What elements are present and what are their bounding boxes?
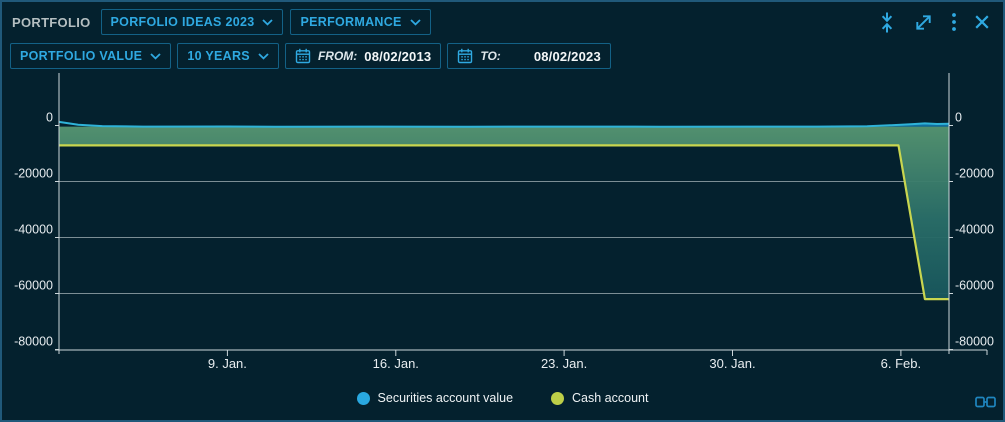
svg-text:-80000: -80000	[14, 335, 53, 349]
expand-panel-button[interactable]	[911, 10, 936, 35]
to-label: TO:	[480, 49, 501, 63]
from-label: FROM:	[317, 49, 358, 63]
collapse-vertical-icon	[881, 12, 893, 32]
svg-text:0: 0	[46, 111, 53, 125]
panel-menu-button[interactable]	[949, 10, 959, 34]
svg-text:16. Jan.: 16. Jan.	[373, 356, 419, 371]
securities-legend-label: Securities account value	[377, 391, 514, 405]
close-panel-button[interactable]	[972, 12, 992, 32]
svg-text:-40000: -40000	[955, 223, 994, 237]
calendar-icon	[295, 48, 311, 64]
cash-legend-dot-icon	[551, 391, 565, 405]
expand-icon	[916, 14, 931, 30]
portfolio-select-label: PORFOLIO IDEAS 2023	[110, 15, 255, 29]
securities-legend-dot-icon	[356, 391, 370, 405]
panel-header: PORTFOLIO PORFOLIO IDEAS 2023 PERFORMANC…	[10, 7, 995, 37]
svg-text:-20000: -20000	[14, 167, 53, 181]
link-icon	[975, 396, 996, 408]
kebab-menu-icon	[952, 13, 956, 31]
svg-text:0: 0	[955, 111, 962, 125]
chart-toolbar: PORTFOLIO VALUE 10 YEARS FROM: 08/02/2	[10, 42, 995, 70]
cash-legend-label: Cash account	[572, 391, 649, 405]
legend-item-securities[interactable]: Securities account value	[356, 391, 514, 405]
svg-text:23. Jan.: 23. Jan.	[541, 356, 587, 371]
svg-text:9. Jan.: 9. Jan.	[208, 356, 247, 371]
chevron-down-icon	[150, 52, 161, 60]
close-icon	[975, 15, 989, 29]
chevron-down-icon	[258, 52, 269, 60]
chevron-down-icon	[410, 18, 421, 26]
svg-text:-20000: -20000	[955, 167, 994, 181]
svg-text:-60000: -60000	[14, 279, 53, 293]
panel-title: PORTFOLIO	[12, 14, 91, 30]
metric-select[interactable]: PORTFOLIO VALUE	[10, 43, 172, 69]
link-panels-button[interactable]	[975, 395, 996, 414]
svg-text:6. Feb.: 6. Feb.	[881, 356, 921, 371]
range-select[interactable]: 10 YEARS	[177, 43, 279, 69]
portfolio-select[interactable]: PORFOLIO IDEAS 2023	[100, 9, 284, 35]
view-select-label: PERFORMANCE	[300, 15, 402, 29]
legend-item-cash[interactable]: Cash account	[551, 391, 648, 405]
svg-text:-40000: -40000	[14, 223, 53, 237]
metric-select-label: PORTFOLIO VALUE	[20, 49, 143, 63]
svg-text:-80000: -80000	[955, 335, 994, 349]
to-date-field[interactable]: TO: 08/02/2023	[447, 43, 611, 69]
view-select[interactable]: PERFORMANCE	[290, 9, 431, 35]
range-select-label: 10 YEARS	[187, 49, 250, 63]
svg-text:-60000: -60000	[955, 279, 994, 293]
chart-legend: Securities account value Cash account	[2, 391, 1003, 405]
from-value: 08/02/2013	[364, 48, 432, 64]
panel-window-controls	[876, 10, 995, 35]
from-date-field[interactable]: FROM: 08/02/2013	[284, 43, 442, 69]
svg-text:30. Jan.: 30. Jan.	[709, 356, 755, 371]
collapse-panel-button[interactable]	[876, 10, 898, 35]
calendar-icon	[458, 48, 473, 64]
to-value: 08/02/2023	[533, 48, 601, 64]
chevron-down-icon	[262, 18, 274, 26]
